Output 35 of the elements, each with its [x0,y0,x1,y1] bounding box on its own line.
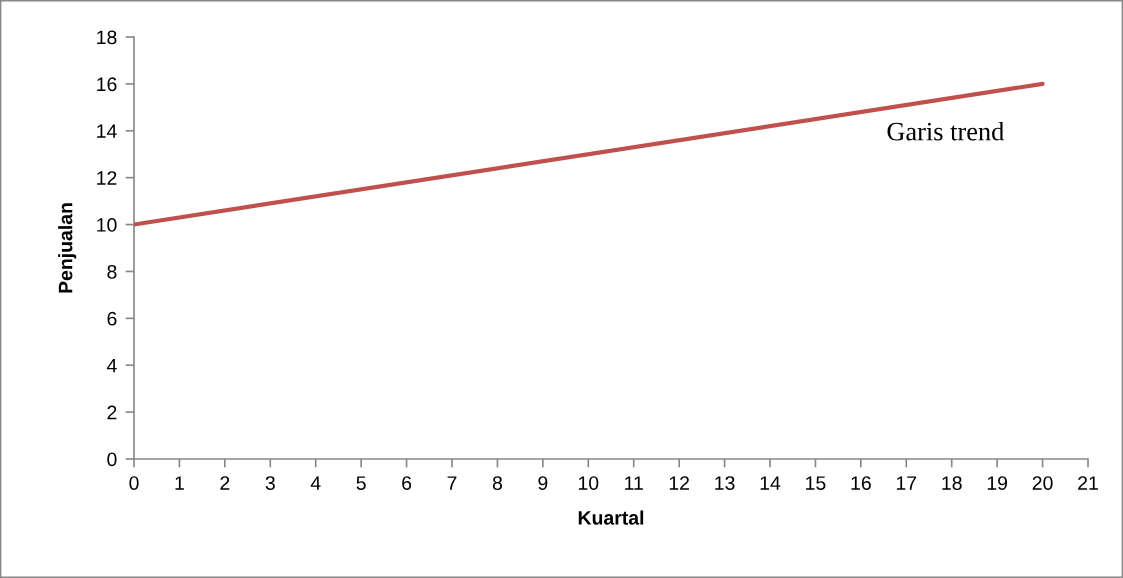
y-tick-label: 2 [107,405,117,420]
x-tick-label: 9 [538,476,548,490]
x-axis-title: Kuartal [578,510,644,525]
y-tick-label: 16 [97,77,117,92]
x-tick-label: 10 [578,476,599,490]
y-tick-label: 18 [97,30,117,45]
x-tick-label: 20 [1032,476,1053,490]
y-tick-label: 4 [106,358,117,373]
x-tick-label: 0 [129,476,139,490]
x-tick-label: 2 [220,476,230,490]
y-tick-label: 6 [107,311,117,326]
x-tick-label: 3 [265,476,275,490]
x-tick-label: 11 [625,476,643,490]
x-tick-label: 16 [851,476,871,490]
y-tick-label: 12 [97,171,117,185]
y-tick-label: 8 [107,264,117,279]
series-label: Garis trend [887,121,1005,141]
x-tick-label: 6 [402,476,412,490]
x-tick-label: 8 [492,476,502,490]
y-axis-title: Penjualan [58,203,77,293]
x-tick-label: 19 [987,476,1008,490]
x-tick-label: 7 [447,476,457,490]
x-tick-label: 18 [942,476,962,490]
x-tick-label: 15 [806,476,826,490]
x-tick-label: 13 [715,476,735,490]
x-tick-label: 14 [760,476,781,490]
x-tick-label: 5 [356,476,366,490]
x-tick-label: 12 [669,476,689,490]
x-tick-label: 1 [175,476,184,490]
x-tick-label: 17 [896,476,917,490]
x-tick-label: 21 [1078,476,1098,490]
y-tick-label: 14 [97,124,117,138]
y-tick-label: 0 [107,452,117,467]
y-tick-label: 10 [97,218,117,232]
x-tick-label: 4 [310,476,321,490]
